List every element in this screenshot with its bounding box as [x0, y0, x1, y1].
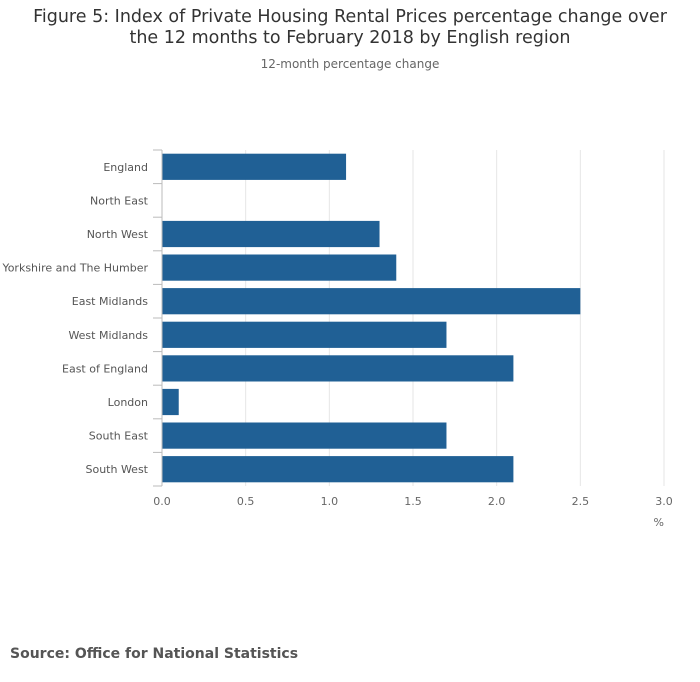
- x-tick-label: 0.0: [153, 495, 171, 508]
- category-label: England: [103, 161, 148, 174]
- category-label: North West: [87, 228, 149, 241]
- category-label: East of England: [62, 362, 148, 375]
- axes: [153, 149, 163, 487]
- x-tick-label: 1.5: [404, 495, 422, 508]
- category-label: Yorkshire and The Humber: [1, 262, 148, 275]
- category-label: South East: [89, 430, 149, 443]
- x-tick-label: 2.5: [572, 495, 590, 508]
- category-label: North East: [90, 194, 149, 207]
- bar: [162, 422, 447, 449]
- bar: [162, 220, 380, 248]
- bars: [162, 153, 581, 483]
- x-tick-label: 2.0: [488, 495, 506, 508]
- gridlines: [245, 150, 665, 486]
- bar: [162, 153, 347, 180]
- bar: [162, 321, 447, 348]
- bar-chart: England North East North West Yorkshire and…: [1, 149, 673, 529]
- bar: [162, 388, 179, 416]
- category-labels: England North East North West Yorkshire and…: [1, 161, 148, 476]
- x-tick-label: 1.0: [321, 495, 339, 508]
- category-label: London: [108, 396, 148, 409]
- category-label: South West: [85, 463, 148, 476]
- category-label: West Midlands: [68, 329, 148, 342]
- category-label: East Midlands: [72, 295, 149, 308]
- bar: [162, 355, 514, 382]
- x-axis-label: %: [654, 516, 664, 529]
- bar: [162, 254, 397, 281]
- chart-title: Figure 5: Index of Private Housing Renta…: [33, 7, 667, 48]
- bar: [162, 288, 581, 315]
- x-tick-label: 3.0: [655, 495, 673, 508]
- x-tick-labels: 0.0 0.5 1.0 1.5 2.0 2.5 3.0: [153, 495, 673, 508]
- chart-subtitle: 12-month percentage change: [260, 57, 440, 71]
- x-tick-label: 0.5: [237, 495, 255, 508]
- source-note: Source: Office for National Statistics: [10, 646, 299, 662]
- bar: [162, 456, 514, 483]
